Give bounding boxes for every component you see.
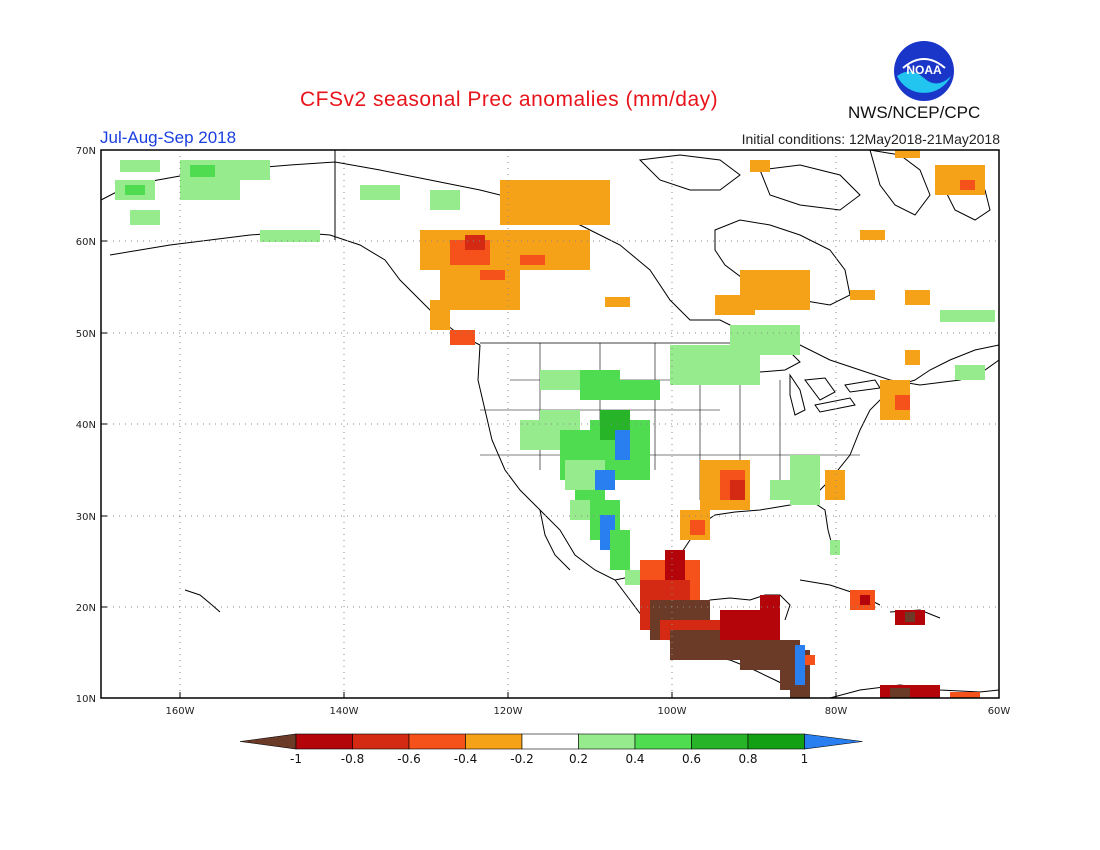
- anomaly-patch: [500, 180, 610, 225]
- anomaly-patch: [430, 300, 450, 330]
- anomaly-patch: [905, 290, 930, 305]
- colorbar-label: 0.4: [625, 752, 645, 766]
- lat-tick-label: 20N: [76, 603, 96, 614]
- anomaly-patch: [960, 180, 975, 190]
- colorbar-label: -0.4: [453, 752, 478, 766]
- anomaly-patch: [805, 655, 815, 665]
- anomaly-patch: [130, 210, 160, 225]
- colorbar-label: 0.2: [568, 752, 589, 766]
- anomaly-patch: [615, 430, 630, 460]
- anomaly-patch: [620, 380, 660, 400]
- anomaly-patch: [520, 255, 545, 265]
- anomaly-patch: [905, 350, 920, 365]
- lat-tick-label: 70N: [76, 146, 96, 157]
- lon-tick-label: 160W: [166, 706, 195, 717]
- anomaly-patch: [760, 595, 780, 625]
- anomaly-patch: [860, 595, 870, 605]
- anomaly-patch: [895, 395, 910, 410]
- svg-text:NOAA: NOAA: [906, 63, 942, 77]
- lat-tick-label: 60N: [76, 237, 96, 248]
- anomaly-fields: [101, 150, 999, 698]
- colorbar-label: -0.6: [397, 752, 421, 766]
- anomaly-patch: [825, 470, 845, 500]
- anomaly-patch: [730, 480, 745, 500]
- colorbar-low-arrow: [239, 733, 297, 750]
- colorbar-label: 0.8: [738, 752, 758, 766]
- colorbar-swatch: [352, 733, 410, 750]
- anomaly-patch: [430, 190, 460, 210]
- colorbar-swatch: [691, 733, 749, 750]
- colorbar-label: -1: [290, 752, 302, 766]
- colorbar: [239, 733, 863, 750]
- colorbar-swatch: [465, 733, 523, 750]
- lon-tick-label: 120W: [494, 706, 523, 717]
- lon-tick-label: 80W: [825, 706, 848, 717]
- anomaly-patch: [860, 230, 885, 240]
- anomaly-patch: [890, 688, 910, 698]
- lat-tick-label: 50N: [76, 329, 96, 340]
- colorbar-swatch: [578, 733, 636, 750]
- initial-conditions: Initial conditions: 12May2018-21May2018: [741, 131, 1000, 147]
- anomaly-patch: [480, 270, 505, 280]
- anomaly-patch: [450, 330, 475, 345]
- anomaly-patch: [955, 365, 985, 380]
- anomaly-patch: [670, 345, 760, 385]
- noaa-logo: NOAA: [893, 40, 955, 102]
- lat-tick-label: 10N: [76, 694, 96, 705]
- colorbar-high-arrow: [804, 733, 863, 750]
- colorbar-label: -0.8: [340, 752, 365, 766]
- anomaly-patch: [580, 370, 620, 400]
- anomaly-patch: [465, 235, 485, 250]
- colorbar-swatch: [408, 733, 466, 750]
- anomaly-patch: [120, 160, 160, 172]
- lon-tick-label: 100W: [658, 706, 687, 717]
- anomaly-patch: [905, 612, 915, 622]
- lon-tick-label: 60W: [988, 706, 1011, 717]
- anomaly-patch: [795, 645, 805, 685]
- colorbar-swatch: [295, 733, 353, 750]
- anomaly-patch: [715, 295, 755, 315]
- season-label: Jul-Aug-Sep 2018: [100, 128, 237, 147]
- anomaly-patch: [950, 692, 980, 698]
- lon-tick-label: 140W: [330, 706, 359, 717]
- anomaly-patch: [770, 480, 790, 500]
- lat-tick-label: 30N: [76, 512, 96, 523]
- colorbar-label: -0.2: [510, 752, 534, 766]
- anomaly-patch: [625, 570, 640, 585]
- colorbar-swatch: [747, 733, 805, 750]
- colorbar-swatch: [634, 733, 692, 750]
- anomaly-patch: [595, 470, 615, 490]
- anomaly-patch: [540, 370, 590, 390]
- anomaly-patch: [790, 455, 820, 505]
- anomaly-patch: [190, 165, 215, 177]
- anomaly-patch: [610, 530, 630, 570]
- anomaly-patch: [665, 550, 685, 580]
- anomaly-patch: [690, 520, 705, 535]
- anomaly-patch: [125, 185, 145, 195]
- colorbar-label: 0.6: [681, 752, 702, 766]
- anomaly-patch: [570, 500, 590, 520]
- anomaly-patch: [895, 150, 920, 158]
- anomaly-patch: [360, 185, 400, 200]
- agency-label: NWS/NCEP/CPC: [848, 103, 981, 122]
- anomaly-patch: [605, 297, 630, 307]
- anomaly-patch: [850, 290, 875, 300]
- anomaly-patch: [260, 230, 320, 242]
- colorbar-swatch: [521, 733, 579, 750]
- colorbar-label: 1: [800, 752, 809, 766]
- anomaly-patch: [420, 230, 590, 270]
- anomaly-patch: [940, 310, 995, 322]
- anomaly-patch: [790, 688, 810, 698]
- lat-tick-label: 40N: [76, 420, 96, 431]
- grid-lines: [101, 150, 999, 698]
- anomaly-patch: [240, 160, 270, 180]
- map-title: CFSv2 seasonal Prec anomalies (mm/day): [300, 88, 719, 111]
- anomaly-patch: [750, 160, 770, 172]
- anomaly-patch: [830, 540, 840, 555]
